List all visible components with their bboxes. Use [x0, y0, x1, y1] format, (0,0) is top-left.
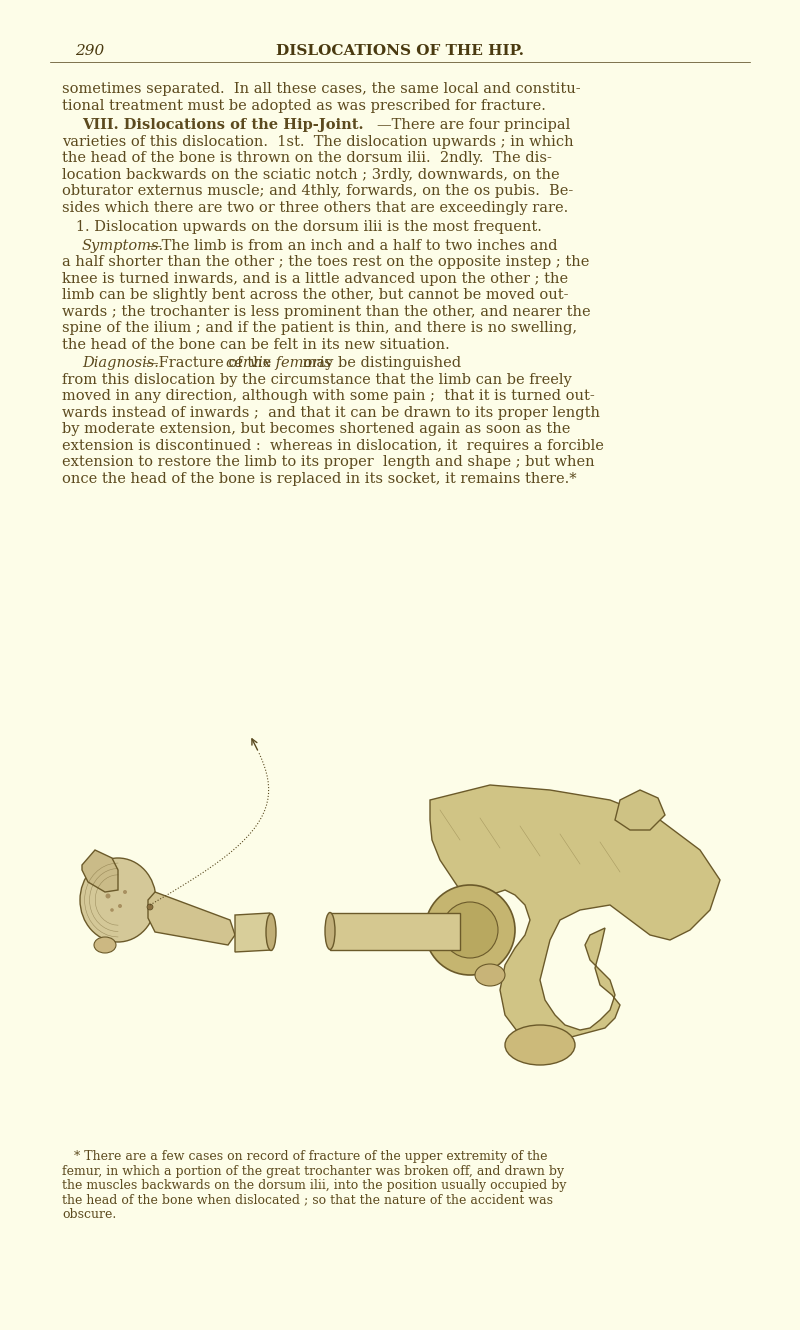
Circle shape — [442, 902, 498, 958]
Text: DISLOCATIONS OF THE HIP.: DISLOCATIONS OF THE HIP. — [276, 44, 524, 59]
Circle shape — [110, 908, 114, 912]
Text: cervix femoris: cervix femoris — [226, 356, 331, 370]
Text: by moderate extension, but becomes shortened again as soon as the: by moderate extension, but becomes short… — [62, 422, 570, 436]
Polygon shape — [235, 912, 272, 952]
Text: once the head of the bone is replaced in its socket, it remains there.*: once the head of the bone is replaced in… — [62, 472, 577, 485]
Polygon shape — [430, 785, 720, 1045]
Text: from this dislocation by the circumstance that the limb can be freely: from this dislocation by the circumstanc… — [62, 372, 572, 387]
Bar — [50, 497, 750, 1091]
Circle shape — [147, 904, 153, 910]
Text: —The limb is from an inch and a half to two inches and: —The limb is from an inch and a half to … — [147, 238, 558, 253]
Text: location backwards on the sciatic notch ; 3rdly, downwards, on the: location backwards on the sciatic notch … — [62, 168, 560, 181]
Text: extension is discontinued :  whereas in dislocation, it  requires a forcible: extension is discontinued : whereas in d… — [62, 439, 604, 452]
Text: femur, in which a portion of the great trochanter was broken off, and drawn by: femur, in which a portion of the great t… — [62, 1165, 564, 1177]
Text: obturator externus muscle; and 4thly, forwards, on the os pubis.  Be-: obturator externus muscle; and 4thly, fo… — [62, 184, 574, 198]
Polygon shape — [615, 790, 665, 830]
Text: spine of the ilium ; and if the patient is thin, and there is no swelling,: spine of the ilium ; and if the patient … — [62, 321, 577, 335]
Text: Diagnosis.: Diagnosis. — [82, 356, 159, 370]
Text: the head of the bone is thrown on the dorsum ilii.  2ndly.  The dis-: the head of the bone is thrown on the do… — [62, 152, 552, 165]
Text: extension to restore the limb to its proper  length and shape ; but when: extension to restore the limb to its pro… — [62, 455, 594, 469]
Text: 290: 290 — [75, 44, 104, 59]
Polygon shape — [330, 912, 460, 950]
Ellipse shape — [266, 914, 276, 951]
Circle shape — [123, 890, 127, 894]
Text: —Fracture of the: —Fracture of the — [144, 356, 276, 370]
Text: varieties of this dislocation.  1st.  The dislocation upwards ; in which: varieties of this dislocation. 1st. The … — [62, 134, 574, 149]
Ellipse shape — [80, 858, 156, 942]
Text: wards ; the trochanter is less prominent than the other, and nearer the: wards ; the trochanter is less prominent… — [62, 305, 590, 318]
Text: limb can be slightly bent across the other, but cannot be moved out-: limb can be slightly bent across the oth… — [62, 289, 569, 302]
Text: Symptoms.: Symptoms. — [82, 238, 164, 253]
Text: —There are four principal: —There are four principal — [377, 118, 570, 132]
Text: tional treatment must be adopted as was prescribed for fracture.: tional treatment must be adopted as was … — [62, 98, 546, 113]
Text: sides which there are two or three others that are exceedingly rare.: sides which there are two or three other… — [62, 201, 568, 214]
Text: moved in any direction, although with some pain ;  that it is turned out-: moved in any direction, although with so… — [62, 388, 594, 403]
Ellipse shape — [475, 964, 505, 986]
Text: 1. Dislocation upwards on the dorsum ilii is the most frequent.: 1. Dislocation upwards on the dorsum ili… — [62, 219, 542, 234]
Text: may be distinguished: may be distinguished — [298, 356, 461, 370]
Ellipse shape — [94, 938, 116, 954]
Circle shape — [425, 884, 515, 975]
Polygon shape — [82, 850, 118, 892]
Text: wards instead of inwards ;  and that it can be drawn to its proper length: wards instead of inwards ; and that it c… — [62, 406, 600, 419]
Circle shape — [118, 904, 122, 908]
Text: knee is turned inwards, and is a little advanced upon the other ; the: knee is turned inwards, and is a little … — [62, 271, 568, 286]
Ellipse shape — [325, 912, 335, 950]
Text: VIII. Dislocations of the Hip-Joint.: VIII. Dislocations of the Hip-Joint. — [82, 118, 363, 132]
Text: the head of the bone when dislocated ; so that the nature of the accident was: the head of the bone when dislocated ; s… — [62, 1193, 553, 1206]
Text: the muscles backwards on the dorsum ilii, into the position usually occupied by: the muscles backwards on the dorsum ilii… — [62, 1178, 566, 1192]
Text: sometimes separated.  In all these cases, the same local and constitu-: sometimes separated. In all these cases,… — [62, 82, 581, 96]
Ellipse shape — [505, 1025, 575, 1065]
Text: * There are a few cases on record of fracture of the upper extremity of the: * There are a few cases on record of fra… — [62, 1150, 547, 1162]
Text: the head of the bone can be felt in its new situation.: the head of the bone can be felt in its … — [62, 338, 450, 351]
Text: a half shorter than the other ; the toes rest on the opposite instep ; the: a half shorter than the other ; the toes… — [62, 255, 590, 269]
Text: obscure.: obscure. — [62, 1208, 116, 1221]
Polygon shape — [148, 892, 235, 946]
Circle shape — [106, 894, 110, 899]
